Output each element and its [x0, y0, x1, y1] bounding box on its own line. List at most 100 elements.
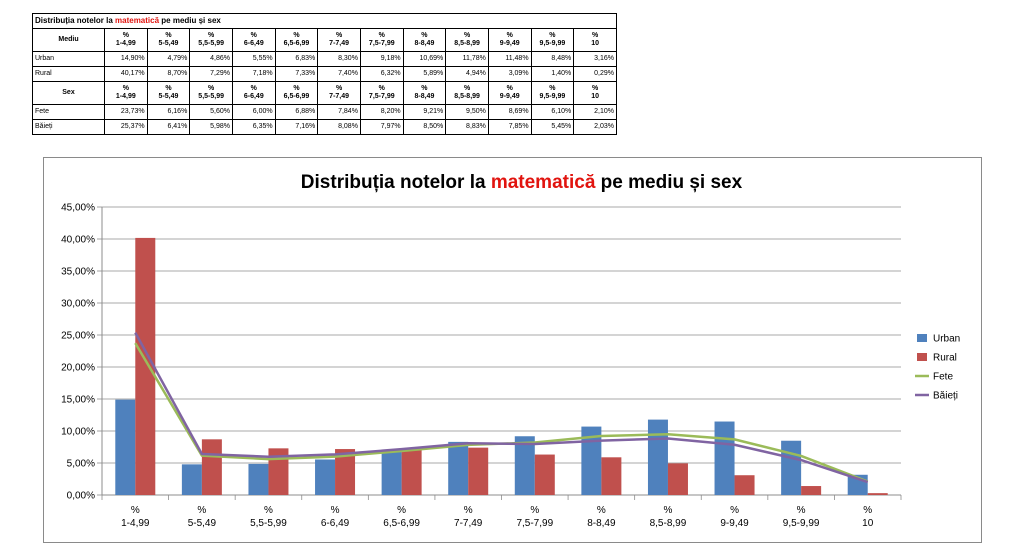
y-tick-label: 30,00% [61, 299, 95, 310]
bar-urban [381, 451, 402, 495]
table-column-header: % 10 [573, 28, 617, 52]
bar-rural [601, 457, 622, 495]
table-cell: 9,21% [402, 104, 447, 120]
bar-urban [315, 459, 336, 495]
bar-urban [781, 440, 802, 495]
table-column-header: % 9-9,49 [487, 81, 532, 105]
table-title-text: Distribuția notelor la [35, 16, 116, 25]
line-series [134, 342, 869, 483]
table-column-header: % 9,5-9,99 [530, 28, 575, 52]
table-column-header: % 8-8,49 [402, 81, 447, 105]
y-tick-label: 35,00% [61, 267, 95, 278]
table-cell: 7,84% [317, 104, 361, 120]
y-tick-label: 0,00% [67, 491, 95, 502]
table-cell: 0,29% [573, 66, 617, 82]
chart-title-text: Distribuția notelor la [301, 172, 491, 193]
x-tick-label: % [264, 505, 273, 516]
table-cell: 10,69% [402, 51, 447, 67]
table-cell: 9,18% [359, 51, 404, 67]
table-cell: 5,60% [189, 104, 233, 120]
y-tick-label: 15,00% [61, 395, 95, 406]
bar-rural [867, 493, 888, 495]
table-column-header: % 6,5-6,99 [274, 28, 319, 52]
table-cell: 6,41% [146, 119, 191, 135]
x-tick-label: % [131, 505, 140, 516]
table-header-row: Mediu% 1-4,99% 5-5,49% 5,5-5,99% 6-6,49%… [32, 28, 617, 52]
table-column-header: % 7,5-7,99 [359, 28, 404, 52]
x-tick-label: 7-7,49 [454, 518, 483, 529]
table-column-header: % 1-4,99 [104, 28, 148, 52]
table-column-header: % 5,5-5,99 [189, 28, 233, 52]
x-tick-label: % [331, 505, 340, 516]
table-row-label: Băieți [32, 119, 105, 135]
table-cell: 23,73% [104, 104, 148, 120]
table-row: Rural 40,17% 8,70% 7,29% 7,18% 7,33% 7,40% 6,32… [32, 66, 617, 82]
table-cell: 7,40% [317, 66, 361, 82]
table-cell: 1,40% [530, 66, 575, 82]
table-column-header: % 7-7,49 [317, 81, 361, 105]
table-cell: 7,33% [274, 66, 319, 82]
table-cell: 5,45% [530, 119, 575, 135]
legend-label: Urban [933, 334, 960, 345]
y-tick-label: 20,00% [61, 363, 95, 374]
table-cell: 6,32% [359, 66, 404, 82]
table-cell: 8,48% [530, 51, 575, 67]
chart-title-text-end: pe mediu și sex [595, 172, 742, 193]
table-row: Urban 14,90% 4,79% 4,86% 5,55% 6,83% 8,30% 9,18… [32, 51, 617, 67]
legend-swatch [917, 353, 927, 361]
chart-title-accent: matematică [491, 172, 596, 193]
y-tick-label: 5,00% [67, 459, 95, 470]
y-tick-label: 40,00% [61, 235, 95, 246]
table-cell: 7,18% [231, 66, 276, 82]
table-cell: 6,35% [231, 119, 276, 135]
legend-label: Fete [933, 372, 953, 383]
table-cell: 8,08% [317, 119, 361, 135]
table-cell: 6,16% [146, 104, 191, 120]
table-column-header: % 9-9,49 [487, 28, 532, 52]
x-tick-label: % [597, 505, 606, 516]
table-cell: 8,30% [317, 51, 361, 67]
table-row: Fete 23,73% 6,16% 5,60% 6,00% 6,88% 7,84% 8,20%… [32, 104, 617, 120]
bar-urban [647, 419, 668, 495]
x-tick-label: % [464, 505, 473, 516]
bar-rural [734, 475, 755, 495]
table-cell: 4,94% [445, 66, 489, 82]
distribution-table: Distribuția notelor la matematică pe med… [32, 13, 617, 135]
x-tick-label: 9-9,49 [720, 518, 749, 529]
bar-rural [401, 448, 422, 495]
table-row-label: Fete [32, 104, 105, 120]
table-cell: 25,37% [104, 119, 148, 135]
table-cell: 8,50% [402, 119, 447, 135]
table-column-header: % 5-5,49 [146, 81, 191, 105]
table-cell: 8,20% [359, 104, 404, 120]
x-tick-label: 6,5-6,99 [383, 518, 420, 529]
table-cell: 40,17% [104, 66, 148, 82]
table-column-header: % 10 [573, 81, 617, 105]
legend-swatch [917, 334, 927, 342]
table-column-header: % 5-5,49 [146, 28, 191, 52]
table-cell: 7,97% [359, 119, 404, 135]
table-column-header: % 6,5-6,99 [274, 81, 319, 105]
x-tick-label: 8-8,49 [587, 518, 616, 529]
table-column-header: % 8,5-8,99 [445, 81, 489, 105]
table-cell: 6,88% [274, 104, 319, 120]
table-cell: 11,78% [445, 51, 489, 67]
x-tick-label: % [397, 505, 406, 516]
x-tick-label: % [530, 505, 539, 516]
table-column-header: % 6-6,49 [231, 81, 276, 105]
y-tick-label: 25,00% [61, 331, 95, 342]
table-column-header: % 9,5-9,99 [530, 81, 575, 105]
table-cell: 2,03% [573, 119, 617, 135]
x-tick-label: 1-4,99 [121, 518, 150, 529]
x-tick-label: 9,5-9,99 [783, 518, 820, 529]
table-row: Băieți 25,37% 6,41% 5,98% 6,35% 7,16% 8,08% 7,9… [32, 119, 617, 135]
x-tick-label: 5,5-5,99 [250, 518, 287, 529]
table-column-header: % 6-6,49 [231, 28, 276, 52]
table-cell: 6,00% [231, 104, 276, 120]
chart-title: Distribuția notelor la matematică pe med… [301, 172, 743, 193]
bar-rural [534, 454, 555, 495]
table-row-label: Rural [32, 66, 105, 82]
x-tick-label: % [730, 505, 739, 516]
legend-label: Băieți [933, 391, 958, 402]
table-column-header: % 5,5-5,99 [189, 81, 233, 105]
